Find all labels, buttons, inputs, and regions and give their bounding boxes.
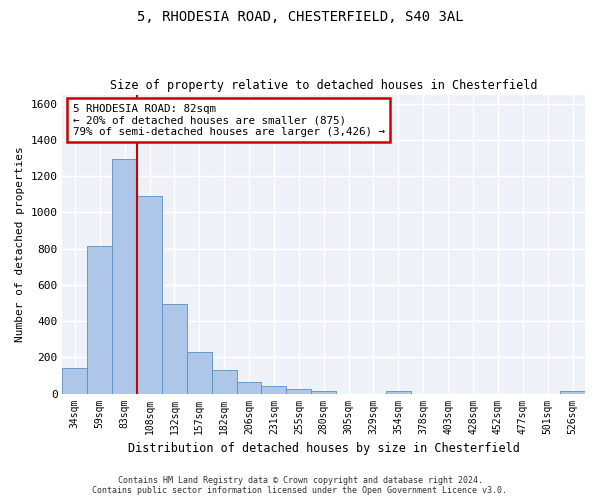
Bar: [560, 391, 585, 394]
Bar: [286, 388, 311, 394]
Title: Size of property relative to detached houses in Chesterfield: Size of property relative to detached ho…: [110, 79, 538, 92]
X-axis label: Distribution of detached houses by size in Chesterfield: Distribution of detached houses by size …: [128, 442, 520, 455]
Bar: [162, 304, 187, 394]
Bar: [212, 370, 236, 394]
Bar: [62, 368, 88, 394]
Text: 5 RHODESIA ROAD: 82sqm
← 20% of detached houses are smaller (875)
79% of semi-de: 5 RHODESIA ROAD: 82sqm ← 20% of detached…: [73, 104, 385, 136]
Text: 5, RHODESIA ROAD, CHESTERFIELD, S40 3AL: 5, RHODESIA ROAD, CHESTERFIELD, S40 3AL: [137, 10, 463, 24]
Bar: [137, 196, 162, 394]
Bar: [112, 159, 137, 394]
Bar: [236, 382, 262, 394]
Bar: [262, 386, 286, 394]
Bar: [187, 352, 212, 394]
Bar: [386, 391, 411, 394]
Text: Contains HM Land Registry data © Crown copyright and database right 2024.
Contai: Contains HM Land Registry data © Crown c…: [92, 476, 508, 495]
Bar: [88, 246, 112, 394]
Bar: [311, 391, 336, 394]
Y-axis label: Number of detached properties: Number of detached properties: [15, 146, 25, 342]
